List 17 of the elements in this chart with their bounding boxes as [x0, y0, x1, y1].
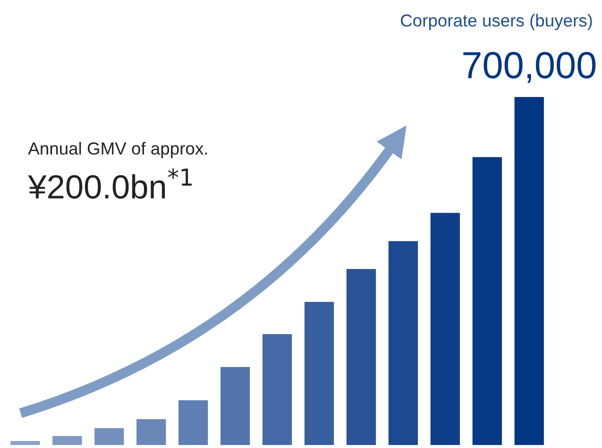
bar	[472, 157, 502, 445]
bar	[346, 269, 376, 445]
bar	[136, 419, 166, 445]
bar	[10, 441, 40, 445]
bar	[514, 97, 544, 445]
bar	[94, 428, 124, 445]
annotation: ¥200.0bn$^{*1}$	[28, 168, 192, 199]
annotation: Annual GMV of approx.	[28, 142, 207, 158]
bar	[52, 436, 82, 445]
data-label: 700,000	[463, 52, 596, 83]
bar	[388, 241, 418, 445]
bar	[262, 334, 292, 445]
bar	[178, 400, 208, 445]
bar	[304, 302, 334, 445]
bar	[220, 366, 250, 445]
bar	[430, 212, 460, 445]
chart-title: Corporate users (buyers)	[400, 14, 592, 30]
